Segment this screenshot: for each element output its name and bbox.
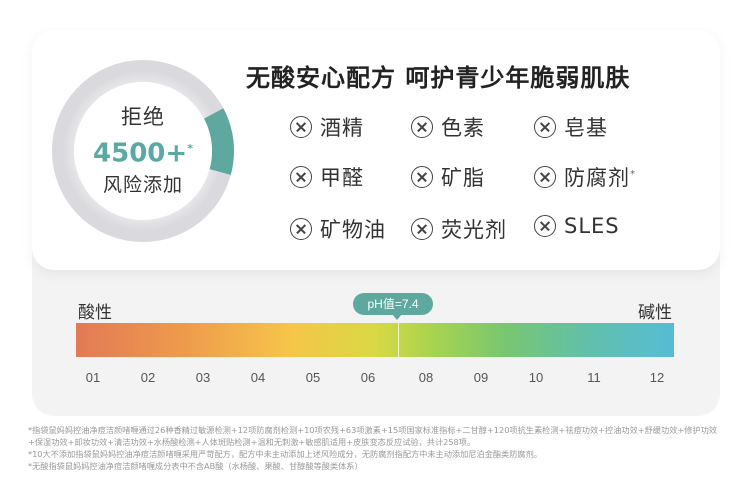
cross-circle-icon [534,116,556,138]
ph-indicator-pointer [392,314,402,320]
ingredient-label: 皂基 [564,116,608,140]
alkaline-label: 碱性 [638,303,672,323]
ingredient-item: 防腐剂* [534,162,636,192]
cross-circle-icon [534,215,556,237]
badge-bottom-text: 风险添加 [102,174,183,197]
ph-tick-label: 04 [250,370,266,385]
badge-number-mark: * [187,141,193,155]
ingredient-label: 防腐剂* [564,162,636,192]
ingredient-item: 矿脂 [411,162,485,192]
risk-ring-graphic [51,59,234,242]
ingredient-label: 矿脂 [441,166,485,190]
ingredient-item: 酒精 [290,112,364,142]
ph-gradient-bar [76,323,674,357]
ph-tick-label: 06 [360,370,376,385]
ingredient-label: 荧光剂 [441,218,507,242]
ring-center [74,82,212,220]
ingredient-label: 色素 [441,116,485,140]
ingredient-item: 甲醛 [290,162,364,192]
risk-badge: 拒绝 4500+* 风险添加 [50,58,236,244]
cross-circle-icon [411,116,433,138]
ph-tick-label: 03 [195,370,211,385]
ph-tick-label: 02 [140,370,156,385]
ph-tick-label: 01 [85,370,101,385]
ingredient-item: 矿物油 [290,214,386,244]
ph-tick-label: 11 [587,370,601,385]
ph-indicator-bubble: pH值=7.4 [353,293,433,315]
badge-number: 4500+* [93,131,193,172]
badge-top-text: 拒绝 [121,104,165,129]
cross-circle-icon [411,218,433,240]
headline: 无酸安心配方 呵护青少年脆弱肌肤 [246,64,631,92]
acid-label: 酸性 [78,303,112,323]
footnote: *10大不添加指袋鼠妈妈控油净痘洁颜啫喱采用严苛配方，配方中未主动添加上述风险成… [28,449,542,459]
ingredient-label-text: 防腐剂 [564,166,630,190]
ingredient-label-mark: * [630,169,636,180]
ingredient-item: SLES [534,214,620,238]
badge-number-value: 4500+ [93,138,188,169]
footnote: *无酸指袋鼠妈妈控油净痘洁颜啫喱成分表中不含AB酸（水杨酸、果酸、甘醇酸等酸类体… [28,461,363,471]
footnote: *指袋鼠妈妈控油净痘洁颜啫喱通过26种香精过敏源检测+12项防腐剂检测+10项农… [28,425,717,447]
ingredient-item: 皂基 [534,112,608,142]
ingredient-label: SLES [564,214,620,238]
ingredient-label: 甲醛 [320,166,364,190]
cross-circle-icon [534,166,556,188]
ph-tick-label: 08 [418,370,434,385]
ingredient-item: 色素 [411,112,485,142]
ingredient-item: 荧光剂 [411,214,507,244]
cross-circle-icon [290,218,312,240]
ingredient-label: 矿物油 [320,218,386,242]
ph-tick-label: 05 [305,370,321,385]
ph-tick-label: 09 [473,370,489,385]
cross-circle-icon [411,166,433,188]
ingredient-label: 酒精 [320,116,364,140]
ph-tick-label: 12 [649,370,665,385]
ph-value-marker [398,323,399,357]
ring-progress-arc [51,59,234,242]
ph-tick-label: 10 [528,370,544,385]
cross-circle-icon [290,116,312,138]
footnotes: *指袋鼠妈妈控油净痘洁颜啫喱通过26种香精过敏源检测+12项防腐剂检测+10项农… [28,424,728,472]
cross-circle-icon [290,166,312,188]
